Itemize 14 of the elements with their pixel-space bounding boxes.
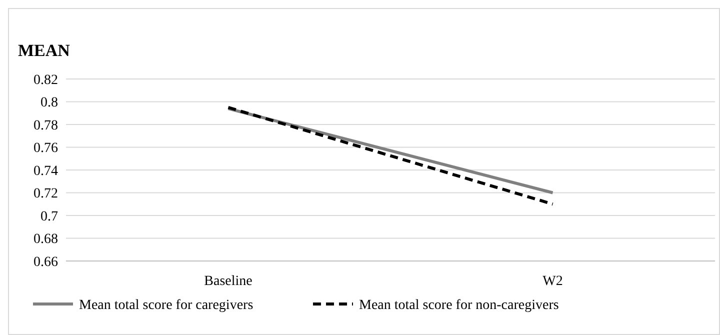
y-tick-label: 0.7 (40, 209, 58, 224)
legend-label: Mean total score for caregivers (79, 298, 254, 313)
y-tick-label: 0.78 (34, 118, 58, 134)
y-tick-label: 0.68 (34, 232, 58, 248)
x-tick-label: W2 (542, 274, 563, 289)
chart-title: MEAN (18, 41, 71, 60)
y-tick-label: 0.66 (34, 254, 58, 270)
y-tick-label: 0.76 (34, 141, 58, 156)
legend-label: Mean total score for non-caregivers (359, 298, 559, 313)
y-tick-label: 0.82 (34, 72, 58, 88)
x-tick-label: Baseline (204, 274, 252, 289)
y-tick-label: 0.8 (40, 96, 58, 111)
y-tick-label: 0.72 (34, 186, 58, 202)
y-tick-label: 0.74 (34, 164, 58, 179)
